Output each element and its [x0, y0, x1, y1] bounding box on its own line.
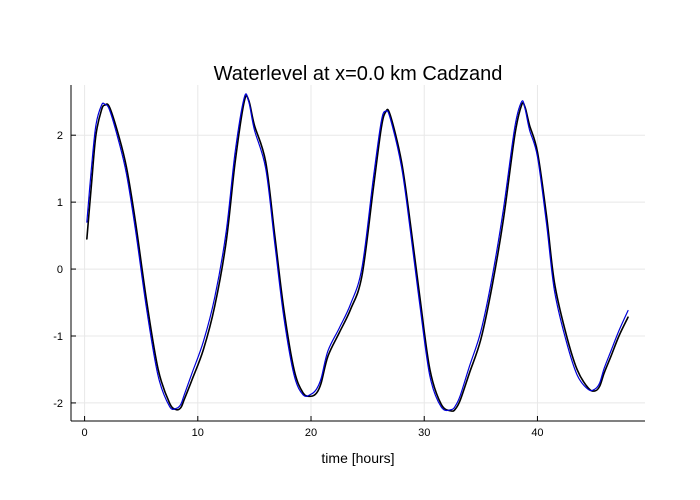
grid-lines	[71, 85, 645, 421]
chart-title: Waterlevel at x=0.0 km Cadzand	[214, 63, 503, 85]
x-tick-label: 0	[82, 427, 88, 439]
series-line-2	[86, 93, 629, 412]
series-line-1	[86, 94, 629, 412]
y-tick-label: -2	[53, 398, 63, 410]
x-tick-label: 10	[192, 427, 204, 439]
y-tick-label: -1	[53, 331, 63, 343]
series-lines	[86, 93, 629, 412]
y-tick-label: 0	[57, 264, 63, 276]
axes	[70, 85, 645, 422]
y-tick-label: 1	[57, 197, 63, 209]
x-tick-label: 30	[418, 427, 430, 439]
x-axis-label: time [hours]	[321, 450, 394, 466]
tick-labels: 0 10 20 30 40 -2 -1 0 1 2	[53, 130, 543, 439]
y-tick-label: 2	[57, 130, 63, 142]
x-tick-label: 40	[531, 427, 543, 439]
x-tick-label: 20	[305, 427, 317, 439]
